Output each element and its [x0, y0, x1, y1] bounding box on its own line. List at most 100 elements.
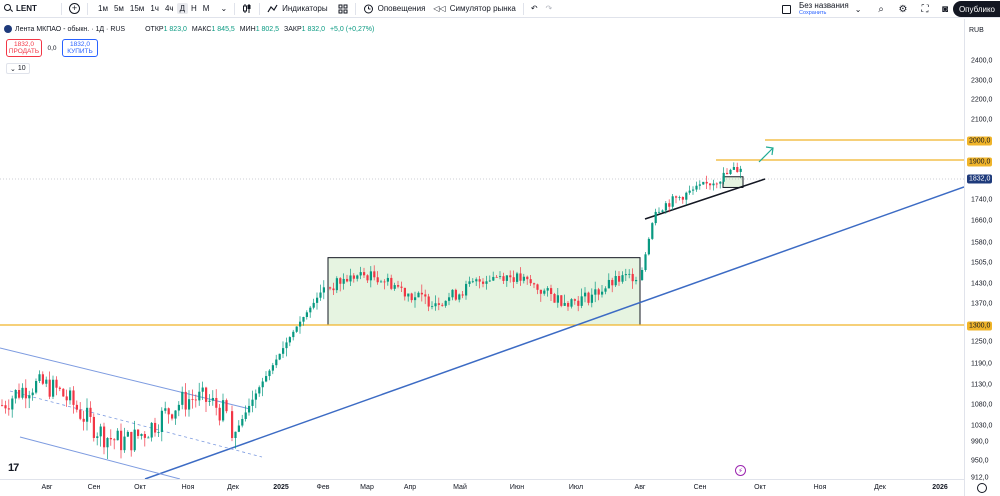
- candle-body: [502, 276, 505, 281]
- candle-body: [241, 419, 244, 426]
- symbol-search[interactable]: LENT: [0, 0, 58, 18]
- candle-body: [181, 391, 184, 405]
- price-scale[interactable]: RUB 2400,0 2300,0 2200,0 2100,0 2000,0 1900,0…: [964, 19, 1000, 496]
- candle-body: [342, 278, 345, 284]
- candle-body: [133, 429, 136, 451]
- price-tick: 1660,0: [971, 217, 993, 225]
- chart-type-button[interactable]: [238, 0, 256, 18]
- interval-dropdown[interactable]: ⌄: [216, 0, 231, 18]
- settings-button[interactable]: ⚙: [896, 0, 910, 18]
- interval-4[interactable]: 4ч: [164, 4, 174, 13]
- redo-icon: ↷: [545, 4, 553, 13]
- alerts-label: Оповещения: [377, 4, 426, 13]
- templates-button[interactable]: [334, 0, 352, 18]
- candle-body: [539, 289, 542, 294]
- candle-body: [641, 270, 644, 281]
- candle-body: [231, 411, 234, 438]
- volume-toggle[interactable]: ⌄ 10: [6, 63, 30, 74]
- candle-body: [1, 405, 4, 406]
- time-label: Апр: [403, 484, 417, 491]
- redo-button[interactable]: ↷: [542, 0, 557, 18]
- price-chart[interactable]: [0, 19, 964, 479]
- chart-area[interactable]: Лента МКПАО - обыкн. · 1Д · RUS ОТКР1 82…: [0, 19, 1000, 496]
- candle-body: [485, 281, 488, 284]
- candle-body: [414, 297, 417, 301]
- candle-body: [715, 183, 718, 185]
- price-tick: 2100,0: [971, 116, 993, 124]
- interval-6[interactable]: Н: [190, 4, 197, 13]
- candle-body: [441, 304, 444, 306]
- events-button[interactable]: ⚡: [735, 465, 746, 476]
- candle-body: [427, 296, 430, 307]
- candle-body: [444, 300, 447, 306]
- layout-name-button[interactable]: Без названия Сохранить ⌄: [782, 0, 861, 18]
- candle-body: [69, 390, 72, 401]
- time-label: Окт: [754, 484, 766, 491]
- replay-button[interactable]: ◁◁ Симулятор рынка: [429, 0, 519, 18]
- candle-body: [359, 272, 362, 276]
- candle-body: [651, 223, 654, 239]
- price-tick: 1080,0: [971, 401, 993, 409]
- candle-body: [356, 275, 359, 279]
- fullscreen-button[interactable]: ⛶: [918, 0, 932, 18]
- candle-body: [400, 286, 403, 288]
- indicators-icon: [267, 4, 278, 12]
- sell-button[interactable]: 1832,0 ПРОДАТЬ: [6, 39, 42, 57]
- price-tick: 1430,0: [971, 280, 993, 288]
- candle-body: [21, 387, 24, 398]
- price-tick: 1370,0: [971, 300, 993, 308]
- candle-body: [35, 380, 38, 393]
- candle-body: [692, 189, 695, 191]
- time-label: 2026: [932, 484, 948, 491]
- alerts-button[interactable]: Оповещения: [359, 0, 430, 18]
- compare-symbol-button[interactable]: +: [65, 0, 84, 18]
- candle-body: [698, 184, 701, 186]
- buy-button[interactable]: 1832,0 КУПИТЬ: [62, 39, 98, 57]
- close-label: ЗАКР: [284, 25, 302, 33]
- candle-body: [437, 303, 440, 305]
- candle-body: [109, 438, 112, 440]
- candle-body: [329, 287, 332, 289]
- interval-2[interactable]: 15м: [129, 4, 145, 13]
- interval-5[interactable]: Д: [176, 3, 188, 14]
- drawings-layer: [0, 139, 964, 479]
- price-tick: 2200,0: [971, 96, 993, 104]
- candle-body: [41, 374, 44, 384]
- scale-settings-gear-icon[interactable]: [977, 483, 987, 493]
- snapshot-button[interactable]: ◙: [938, 0, 952, 18]
- candle-body: [654, 211, 657, 224]
- quick-search-button[interactable]: ⌕: [874, 0, 888, 18]
- candle-body: [11, 398, 14, 410]
- price-tick: 990,0: [971, 438, 989, 446]
- interval-3[interactable]: 1ч: [150, 4, 159, 13]
- candle-body: [103, 426, 106, 448]
- candle-body: [258, 387, 261, 394]
- candle-body: [254, 393, 257, 400]
- undo-button[interactable]: ↶: [527, 0, 542, 18]
- channel-upper-line: [0, 347, 251, 410]
- publish-button[interactable]: Опублико: [952, 1, 1000, 17]
- series-title[interactable]: Лента МКПАО - обыкн. · 1Д · RUS: [15, 25, 126, 33]
- candle-body: [492, 276, 495, 281]
- level-price-badge: 1900,0: [967, 157, 993, 167]
- interval-1[interactable]: 5м: [113, 4, 124, 13]
- candle-body: [736, 167, 739, 172]
- time-axis[interactable]: Авг Сен Окт Ноя Дек 2025 Фев Мар Апр Май Июн Июл Авг…: [0, 479, 964, 496]
- candle-body: [726, 172, 729, 175]
- support-trendline: [644, 178, 766, 220]
- high-label: МАКС: [191, 25, 212, 33]
- tradingview-logo[interactable]: 17: [8, 462, 19, 474]
- layout-icon: [782, 4, 791, 14]
- divider: [522, 2, 524, 15]
- layout-save-status: Сохранить: [799, 9, 827, 16]
- search-icon: ⌕: [878, 3, 884, 15]
- interval-7[interactable]: М: [202, 4, 210, 13]
- candle-body: [366, 275, 369, 281]
- candle-body: [573, 299, 576, 301]
- interval-0[interactable]: 1м: [98, 4, 108, 13]
- indicators-button[interactable]: Индикаторы: [263, 0, 331, 18]
- chevron-down-icon: ⌄: [220, 4, 228, 13]
- currency-label[interactable]: RUB: [969, 27, 984, 34]
- candle-body: [461, 294, 464, 296]
- sell-label: ПРОДАТЬ: [8, 48, 40, 55]
